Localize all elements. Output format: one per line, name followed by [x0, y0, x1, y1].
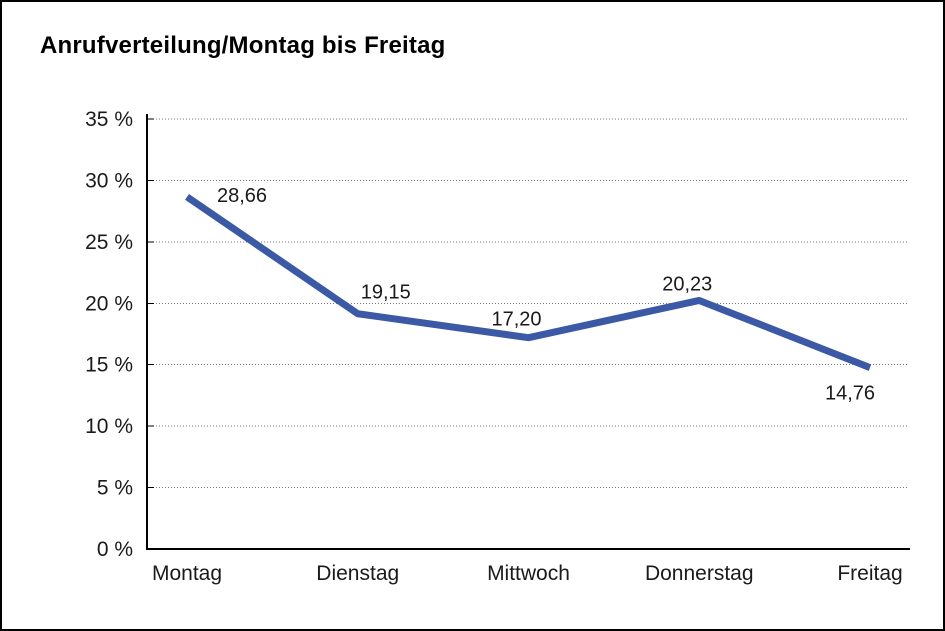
x-category-label: Dienstag [316, 562, 399, 585]
x-category-label: Donnerstag [645, 562, 754, 585]
y-tick-label: 30 % [85, 169, 133, 192]
data-point-label: 20,23 [662, 273, 712, 295]
y-tick-label: 0 % [97, 538, 133, 561]
y-tick-label: 15 % [85, 354, 133, 377]
chart-title: Anrufverteilung/Montag bis Freitag [40, 32, 446, 59]
data-series-line [185, 194, 872, 371]
data-point-label: 17,20 [491, 309, 541, 331]
y-tick-label: 10 % [85, 415, 133, 438]
data-point-label: 14,76 [825, 383, 875, 405]
y-tick-label: 5 % [97, 477, 133, 500]
y-tick-label: 25 % [85, 231, 133, 254]
y-tick-label: 35 % [85, 108, 133, 131]
x-category-label: Mittwoch [487, 562, 570, 585]
x-category-label: Montag [152, 562, 222, 585]
x-category-label: Freitag [837, 562, 902, 585]
data-point-label: 28,66 [217, 185, 267, 207]
data-point-label: 19,15 [361, 282, 411, 304]
y-tick-label: 20 % [85, 292, 133, 315]
